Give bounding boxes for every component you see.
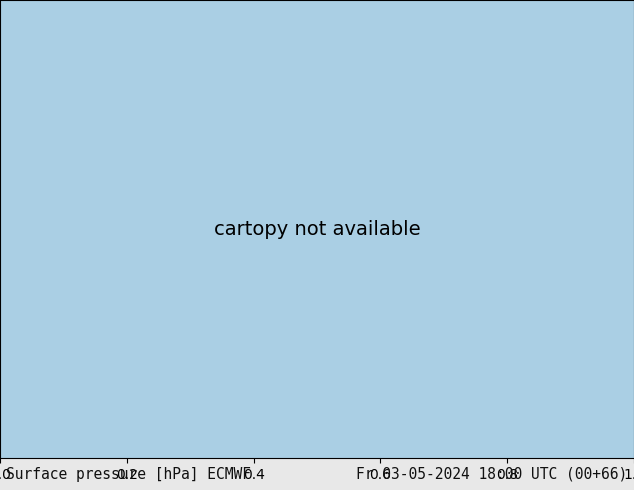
Text: Surface pressure [hPa] ECMWF: Surface pressure [hPa] ECMWF [6, 466, 251, 482]
Text: Fr 03-05-2024 18:00 UTC (00+66): Fr 03-05-2024 18:00 UTC (00+66) [356, 466, 628, 482]
Text: cartopy not available: cartopy not available [214, 220, 420, 239]
